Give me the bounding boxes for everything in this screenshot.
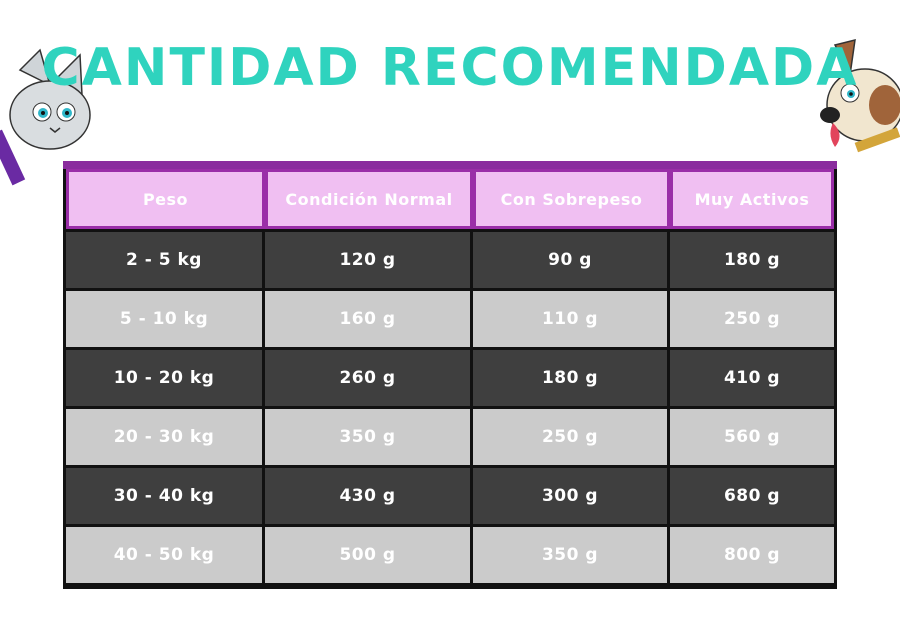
cell-peso: 5 - 10 kg: [66, 291, 265, 347]
cell-peso: 2 - 5 kg: [66, 232, 265, 288]
table-body: 2 - 5 kg 120 g 90 g 180 g 5 - 10 kg 160 …: [66, 229, 834, 583]
table-row: 30 - 40 kg 430 g 300 g 680 g: [66, 468, 834, 524]
cell-muy-activos: 250 g: [670, 291, 834, 347]
cell-peso: 10 - 20 kg: [66, 350, 265, 406]
header-condicion-normal: Condición Normal: [265, 169, 473, 229]
cell-peso: 30 - 40 kg: [66, 468, 265, 524]
header-con-sobrepeso: Con Sobrepeso: [473, 169, 670, 229]
table-row: 2 - 5 kg 120 g 90 g 180 g: [66, 232, 834, 288]
cell-condicion-normal: 260 g: [265, 350, 473, 406]
table-header-row: Peso Condición Normal Con Sobrepeso Muy …: [66, 169, 834, 229]
cell-con-sobrepeso: 300 g: [473, 468, 670, 524]
cell-con-sobrepeso: 250 g: [473, 409, 670, 465]
cell-muy-activos: 410 g: [670, 350, 834, 406]
cell-muy-activos: 180 g: [670, 232, 834, 288]
cell-muy-activos: 560 g: [670, 409, 834, 465]
table-row: 5 - 10 kg 160 g 110 g 250 g: [66, 291, 834, 347]
cell-condicion-normal: 160 g: [265, 291, 473, 347]
cell-condicion-normal: 120 g: [265, 232, 473, 288]
cell-peso: 20 - 30 kg: [66, 409, 265, 465]
cell-con-sobrepeso: 110 g: [473, 291, 670, 347]
dog-illustration: [820, 39, 900, 153]
cell-condicion-normal: 350 g: [265, 409, 473, 465]
table-top-bar: [63, 161, 837, 169]
cell-condicion-normal: 430 g: [265, 468, 473, 524]
table-row: 10 - 20 kg 260 g 180 g 410 g: [66, 350, 834, 406]
table-row: 20 - 30 kg 350 g 250 g 560 g: [66, 409, 834, 465]
cat-illustration: [0, 48, 91, 186]
cell-con-sobrepeso: 350 g: [473, 527, 670, 583]
cell-muy-activos: 680 g: [670, 468, 834, 524]
cell-peso: 40 - 50 kg: [66, 527, 265, 583]
header-peso: Peso: [66, 169, 265, 229]
cell-con-sobrepeso: 90 g: [473, 232, 670, 288]
page-title: CANTIDAD RECOMENDADA: [41, 38, 859, 98]
cell-condicion-normal: 500 g: [265, 527, 473, 583]
feeding-table: Peso Condición Normal Con Sobrepeso Muy …: [63, 161, 837, 589]
cell-con-sobrepeso: 180 g: [473, 350, 670, 406]
cell-muy-activos: 800 g: [670, 527, 834, 583]
header-muy-activos: Muy Activos: [670, 169, 834, 229]
table-row: 40 - 50 kg 500 g 350 g 800 g: [66, 527, 834, 583]
